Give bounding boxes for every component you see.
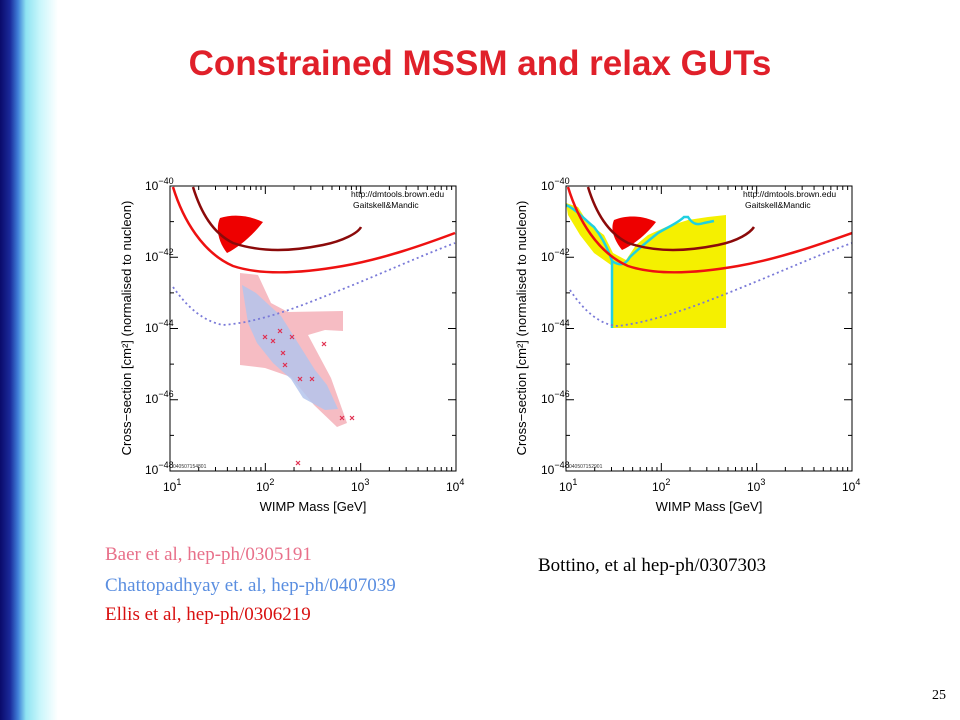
y-tick-base: 10 bbox=[541, 392, 555, 406]
credit-url: http://dmtools.brown.edu bbox=[351, 189, 444, 199]
svg-text:10−42: 10−42 bbox=[541, 247, 570, 264]
x-tick-exp: 4 bbox=[855, 477, 860, 487]
x-tick-base: 10 bbox=[652, 480, 666, 494]
citation-baer: Baer et al, hep-ph/0305191 bbox=[105, 544, 312, 565]
x-tick-exp: 3 bbox=[364, 477, 369, 487]
x-tick-exp: 1 bbox=[176, 477, 181, 487]
x-tick-labels: 101 102 103 104 bbox=[559, 477, 860, 494]
svg-text:10−46: 10−46 bbox=[145, 389, 174, 406]
y-tick-exp: −40 bbox=[554, 176, 569, 186]
credit-authors: Gaitskell&Mandic bbox=[745, 200, 811, 210]
y-tick-exp: −48 bbox=[554, 460, 569, 470]
svg-text:104: 104 bbox=[446, 477, 464, 494]
x-tick-base: 10 bbox=[351, 480, 365, 494]
limit-curve-red bbox=[171, 186, 456, 274]
svg-text:10−48: 10−48 bbox=[145, 460, 174, 477]
projected-limit-curve bbox=[569, 242, 852, 327]
x-tick-base: 10 bbox=[446, 480, 460, 494]
y-tick-exp: −46 bbox=[554, 389, 569, 399]
dama-filled-region bbox=[217, 215, 263, 253]
x-tick-labels: 101 102 103 104 bbox=[163, 477, 464, 494]
citation-chattopadhyay: Chattopadhyay et. al, hep-ph/0407039 bbox=[105, 575, 396, 596]
bottino-allowed-region bbox=[566, 203, 726, 328]
y-tick-exp: −40 bbox=[158, 176, 173, 186]
right-exclusion-plot: 10−40 10−42 10−44 10−46 10−48 101 102 10… bbox=[508, 165, 870, 525]
svg-text:10−42: 10−42 bbox=[145, 247, 174, 264]
svg-text:102: 102 bbox=[256, 477, 274, 494]
ellis-points bbox=[262, 328, 355, 466]
y-tick-exp: −44 bbox=[158, 318, 173, 328]
x-axis-label: WIMP Mass [GeV] bbox=[260, 499, 367, 514]
svg-text:101: 101 bbox=[559, 477, 577, 494]
svg-text:10−48: 10−48 bbox=[541, 460, 570, 477]
x-tick-base: 10 bbox=[559, 480, 573, 494]
y-tick-base: 10 bbox=[145, 179, 159, 193]
x-tick-exp: 3 bbox=[760, 477, 765, 487]
side-gradient-band bbox=[0, 0, 58, 720]
svg-text:10−44: 10−44 bbox=[145, 318, 174, 335]
y-tick-base: 10 bbox=[145, 250, 159, 264]
x-tick-base: 10 bbox=[163, 480, 177, 494]
svg-text:10−40: 10−40 bbox=[145, 176, 174, 193]
y-axis-label: Cross−section [cm²] (normalised to nucle… bbox=[119, 201, 134, 456]
credit-authors: Gaitskell&Mandic bbox=[353, 200, 419, 210]
x-tick-exp: 2 bbox=[665, 477, 670, 487]
x-tick-exp: 4 bbox=[459, 477, 464, 487]
left-exclusion-plot: 10−40 10−42 10−44 10−46 10−48 101 102 10… bbox=[103, 165, 473, 525]
x-tick-base: 10 bbox=[747, 480, 761, 494]
limit-curve-dark-red bbox=[191, 186, 363, 252]
y-tick-exp: −42 bbox=[158, 247, 173, 257]
citation-bottino: Bottino, et al hep-ph/0307303 bbox=[538, 555, 766, 576]
y-tick-base: 10 bbox=[541, 463, 555, 477]
y-tick-exp: −48 bbox=[158, 460, 173, 470]
x-tick-exp: 2 bbox=[269, 477, 274, 487]
y-tick-labels: 10−40 10−42 10−44 10−46 10−48 bbox=[541, 176, 570, 477]
y-tick-base: 10 bbox=[145, 321, 159, 335]
y-tick-labels: 10−40 10−42 10−44 10−46 10−48 bbox=[145, 176, 174, 477]
y-tick-base: 10 bbox=[541, 250, 555, 264]
credit-url: http://dmtools.brown.edu bbox=[743, 189, 836, 199]
chattopadhyay-allowed-region bbox=[242, 285, 338, 410]
x-tick-exp: 1 bbox=[572, 477, 577, 487]
y-tick-base: 10 bbox=[145, 392, 159, 406]
y-tick-base: 10 bbox=[541, 179, 555, 193]
svg-text:101: 101 bbox=[163, 477, 181, 494]
svg-text:103: 103 bbox=[351, 477, 369, 494]
page-number: 25 bbox=[932, 688, 946, 703]
projected-limit-curve bbox=[172, 242, 456, 326]
limit-curve-dark-red bbox=[586, 186, 756, 252]
svg-text:10−40: 10−40 bbox=[541, 176, 570, 193]
y-axis-label: Cross−section [cm²] (normalised to nucle… bbox=[514, 201, 529, 456]
citation-ellis: Ellis et al, hep-ph/0306219 bbox=[105, 604, 311, 625]
plot-stamp: 040507154801 bbox=[173, 464, 207, 470]
y-tick-exp: −46 bbox=[158, 389, 173, 399]
axis-tick-marks bbox=[565, 185, 853, 472]
y-tick-base: 10 bbox=[541, 321, 555, 335]
svg-text:104: 104 bbox=[842, 477, 860, 494]
svg-text:10−46: 10−46 bbox=[541, 389, 570, 406]
x-tick-base: 10 bbox=[842, 480, 856, 494]
svg-text:10−44: 10−44 bbox=[541, 318, 570, 335]
y-tick-exp: −44 bbox=[554, 318, 569, 328]
svg-text:103: 103 bbox=[747, 477, 765, 494]
svg-text:102: 102 bbox=[652, 477, 670, 494]
x-axis-label: WIMP Mass [GeV] bbox=[656, 499, 763, 514]
y-tick-base: 10 bbox=[145, 463, 159, 477]
limit-curve-red bbox=[566, 186, 852, 274]
axis-tick-marks bbox=[169, 185, 457, 472]
slide-title: Constrained MSSM and relax GUTs bbox=[188, 44, 772, 83]
x-tick-base: 10 bbox=[256, 480, 270, 494]
plot-stamp: 040507152901 bbox=[569, 464, 603, 470]
y-tick-exp: −42 bbox=[554, 247, 569, 257]
